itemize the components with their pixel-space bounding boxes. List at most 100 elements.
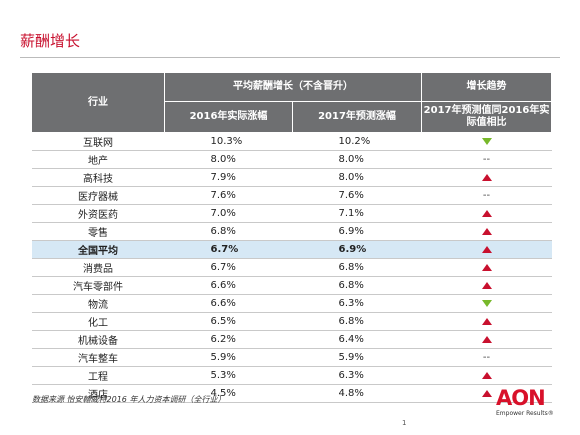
trend-up-icon <box>481 209 492 217</box>
industry-cell: 互联网 <box>31 132 165 151</box>
trend-cell <box>421 204 552 223</box>
table-row: 化工 6.5% 6.8% <box>31 312 552 331</box>
forecast-2017-cell: 6.3% <box>292 366 422 385</box>
page-title: 薪酬增长 <box>20 32 81 50</box>
logo-tagline: Empower Results® <box>496 410 554 417</box>
actual-2016-cell: 5.3% <box>164 366 293 385</box>
industry-cell: 地产 <box>31 150 165 169</box>
actual-2016-cell: 5.9% <box>164 348 293 367</box>
page-number: 1 <box>402 419 407 427</box>
trend-cell <box>421 312 552 331</box>
table-row: 汽车整车 5.9% 5.9% -- <box>31 348 552 367</box>
trend-cell <box>421 330 552 349</box>
table-row: 地产 8.0% 8.0% -- <box>31 150 552 169</box>
industry-cell: 全国平均 <box>31 240 165 259</box>
trend-cell <box>421 168 552 187</box>
forecast-2017-cell: 6.8% <box>292 258 422 277</box>
aon-logo: AON Empower Results® <box>496 386 556 426</box>
forecast-2017-cell: 8.0% <box>292 168 422 187</box>
trend-cell: -- <box>421 348 552 367</box>
industry-cell: 汽车零部件 <box>31 276 165 295</box>
actual-2016-cell: 6.7% <box>164 240 293 259</box>
table-row: 物流 6.6% 6.3% <box>31 294 552 313</box>
actual-2016-cell: 6.8% <box>164 222 293 241</box>
actual-2016-cell: 8.0% <box>164 150 293 169</box>
trend-cell <box>421 258 552 277</box>
table-row: 医疗器械 7.6% 7.6% -- <box>31 186 552 205</box>
table-row: 汽车零部件 6.6% 6.8% <box>31 276 552 295</box>
industry-cell: 工程 <box>31 366 165 385</box>
trend-flat-label: -- <box>482 352 491 363</box>
industry-cell: 高科技 <box>31 168 165 187</box>
trend-up-icon <box>481 389 492 397</box>
actual-2016-cell: 7.9% <box>164 168 293 187</box>
forecast-2017-cell: 8.0% <box>292 150 422 169</box>
trend-cell <box>421 384 552 403</box>
forecast-2017-cell: 7.6% <box>292 186 422 205</box>
industry-cell: 外资医药 <box>31 204 165 223</box>
forecast-2017-cell: 6.9% <box>292 240 422 259</box>
forecast-2017-cell: 6.3% <box>292 294 422 313</box>
trend-cell: -- <box>421 186 552 205</box>
industry-cell: 汽车整车 <box>31 348 165 367</box>
trend-cell: -- <box>421 150 552 169</box>
table-row: 零售 6.8% 6.9% <box>31 222 552 241</box>
industry-cell: 机械设备 <box>31 330 165 349</box>
source-note: 数据来源 怡安翰威特2016 年人力资本调研（全行业） <box>32 395 226 404</box>
actual-2016-cell: 7.0% <box>164 204 293 223</box>
table-row: 全国平均 6.7% 6.9% <box>31 240 552 259</box>
actual-2016-cell: 4.5% <box>164 384 293 403</box>
forecast-2017-cell: 6.8% <box>292 276 422 295</box>
trend-up-icon <box>481 281 492 289</box>
industry-cell: 医疗器械 <box>31 186 165 205</box>
trend-up-icon <box>481 245 492 253</box>
forecast-2017-cell: 4.8% <box>292 384 422 403</box>
trend-up-icon <box>481 227 492 235</box>
trend-cell <box>421 132 552 151</box>
table-row: 互联网 10.3% 10.2% <box>31 132 552 151</box>
forecast-2017-cell: 5.9% <box>292 348 422 367</box>
table-row: 机械设备 6.2% 6.4% <box>31 330 552 349</box>
forecast-2017-cell: 6.8% <box>292 312 422 331</box>
actual-2016-cell: 6.6% <box>164 276 293 295</box>
forecast-2017-cell: 10.2% <box>292 132 422 151</box>
actual-2016-cell: 10.3% <box>164 132 293 151</box>
actual-2016-cell: 6.7% <box>164 258 293 277</box>
table-row: 高科技 7.9% 8.0% <box>31 168 552 187</box>
title-divider <box>20 57 560 58</box>
trend-cell <box>421 294 552 313</box>
actual-2016-cell: 6.5% <box>164 312 293 331</box>
industry-cell: 酒店 <box>31 384 165 403</box>
table-row: 外资医药 7.0% 7.1% <box>31 204 552 223</box>
trend-up-icon <box>481 173 492 181</box>
table-row: 酒店 4.5% 4.8% <box>31 384 552 403</box>
trend-up-icon <box>481 335 492 343</box>
industry-cell: 消费品 <box>31 258 165 277</box>
trend-up-icon <box>481 317 492 325</box>
trend-up-icon <box>481 263 492 271</box>
trend-down-icon <box>481 137 492 145</box>
salary-increase-table: 行业 平均薪酬增长（不含晋升） 增长趋势 2016年实际涨幅 2017年预测涨幅… <box>31 72 552 403</box>
actual-2016-cell: 6.2% <box>164 330 293 349</box>
actual-2016-cell: 7.6% <box>164 186 293 205</box>
industry-cell: 物流 <box>31 294 165 313</box>
header-comparison: 2017年预测值同2016年实际值相比 <box>421 101 552 133</box>
logo-wordmark: AON <box>496 386 546 410</box>
forecast-2017-cell: 6.9% <box>292 222 422 241</box>
forecast-2017-cell: 6.4% <box>292 330 422 349</box>
forecast-2017-cell: 7.1% <box>292 204 422 223</box>
actual-2016-cell: 6.6% <box>164 294 293 313</box>
trend-cell <box>421 222 552 241</box>
trend-flat-label: -- <box>482 154 491 165</box>
trend-down-icon <box>481 299 492 307</box>
trend-cell <box>421 240 552 259</box>
table-row: 工程 5.3% 6.3% <box>31 366 552 385</box>
trend-cell <box>421 276 552 295</box>
industry-cell: 化工 <box>31 312 165 331</box>
header-2017-forecast: 2017年预测涨幅 <box>292 101 422 133</box>
header-avg-increase: 平均薪酬增长（不含晋升） <box>164 72 422 102</box>
header-industry: 行业 <box>31 72 165 133</box>
header-2016-actual: 2016年实际涨幅 <box>164 101 293 133</box>
header-trend: 增长趋势 <box>421 72 552 102</box>
industry-cell: 零售 <box>31 222 165 241</box>
